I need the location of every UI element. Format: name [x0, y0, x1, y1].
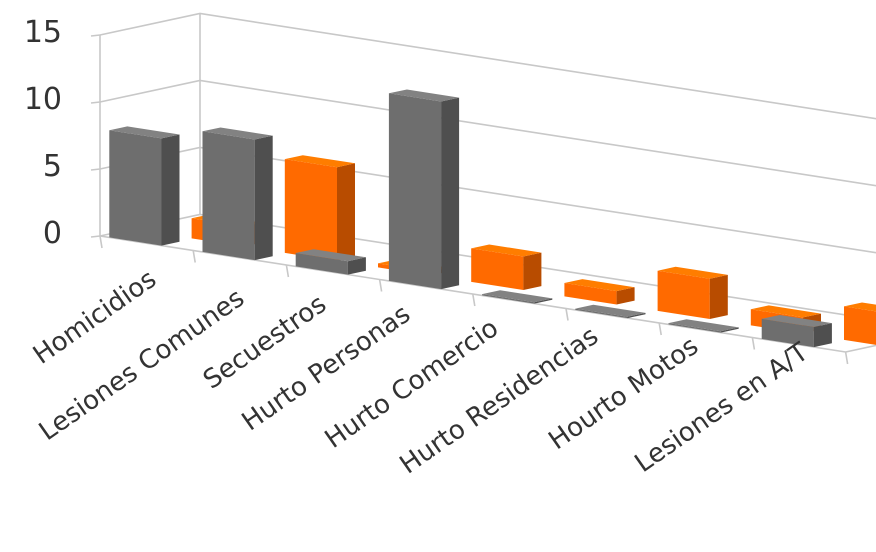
bar-front-face	[388, 93, 442, 290]
bar-gray-2	[202, 127, 273, 261]
floor-right-edge	[845, 344, 876, 353]
bar-side-face	[441, 97, 460, 290]
bar-front-face	[109, 130, 162, 246]
bar-top-face	[844, 302, 876, 312]
bar-side-face	[709, 274, 728, 319]
bar-orange-8	[844, 302, 876, 345]
x-tick-label-hurto-residencias: Hurto Residencias	[395, 321, 604, 480]
bar-top-face	[471, 244, 542, 257]
bar-top-face	[109, 126, 180, 139]
y-axis-ticks: 0 5 10 15	[24, 15, 62, 251]
bar-gray-7	[668, 319, 739, 333]
bar-front-face	[471, 248, 524, 290]
x-tick-mark-1	[192, 250, 196, 263]
bar-top-face	[761, 315, 832, 327]
bars	[109, 89, 876, 348]
bar-front-face	[295, 253, 348, 275]
bar-side-face	[347, 257, 366, 275]
bar-top-face	[575, 304, 646, 317]
y-tick-mark-15	[90, 34, 101, 37]
y-tick-mark-0	[90, 235, 101, 238]
bar-front-face	[844, 306, 876, 345]
bar-gray-8	[761, 315, 832, 348]
bar-front-face	[668, 323, 721, 333]
bar-front-face	[575, 308, 628, 319]
bar-side-face	[254, 135, 273, 261]
bar-side-face	[534, 298, 553, 304]
bar-side-face	[720, 327, 739, 333]
bar-front-face	[761, 318, 814, 348]
bar-side-face	[616, 287, 635, 305]
y-tick-label-15: 15	[24, 15, 62, 50]
bar-front-face	[284, 159, 337, 261]
bar-front-face	[564, 283, 617, 305]
bar-gray-3	[295, 249, 366, 275]
bar-side-face	[161, 134, 180, 246]
x-tick-mark-0	[99, 235, 103, 249]
bar-top-face	[202, 127, 273, 140]
bar-side-face	[813, 323, 832, 348]
bar-orange-6	[657, 266, 728, 319]
bar-top-face	[750, 305, 821, 318]
y-tick-mark-5	[90, 168, 101, 171]
x-tick-mark-8	[844, 351, 849, 365]
x-tick-mark-2	[285, 264, 290, 278]
bar-gray-1	[109, 126, 180, 246]
bar-orange-5	[564, 279, 635, 305]
bar-top-face	[564, 279, 635, 292]
bar-orange-2	[284, 155, 355, 261]
bar-front-face	[202, 131, 255, 261]
bar-side-face	[627, 312, 646, 319]
x-tick-mark-6	[658, 322, 662, 336]
bar-top-face	[295, 249, 366, 262]
x-tick-mark-3	[378, 279, 383, 292]
bar-gray-5	[482, 290, 553, 304]
y-tick-label-5: 5	[43, 149, 62, 184]
bar-gray-4	[388, 89, 460, 290]
bar-top-face	[284, 155, 355, 168]
bar-side-face	[523, 252, 542, 290]
bar-front-face	[657, 270, 710, 319]
bar-front-face	[482, 294, 535, 304]
bar-side-face	[337, 163, 355, 261]
x-tick-mark-5	[565, 308, 569, 321]
bar-top-face	[482, 290, 553, 303]
bar-top-face	[668, 319, 739, 332]
y-tick-label-0: 0	[43, 216, 62, 251]
y-tick-label-10: 10	[24, 82, 62, 117]
bar-top-face	[657, 266, 728, 279]
y-tick-mark-10	[90, 101, 101, 104]
bar-orange-4	[471, 244, 542, 290]
bar-top-face	[388, 89, 460, 102]
gridline-15	[99, 12, 876, 120]
gridline-10	[99, 79, 876, 187]
bar-gray-6	[575, 304, 646, 319]
x-tick-mark-4	[472, 293, 476, 307]
x-tick-mark-7	[751, 337, 756, 350]
